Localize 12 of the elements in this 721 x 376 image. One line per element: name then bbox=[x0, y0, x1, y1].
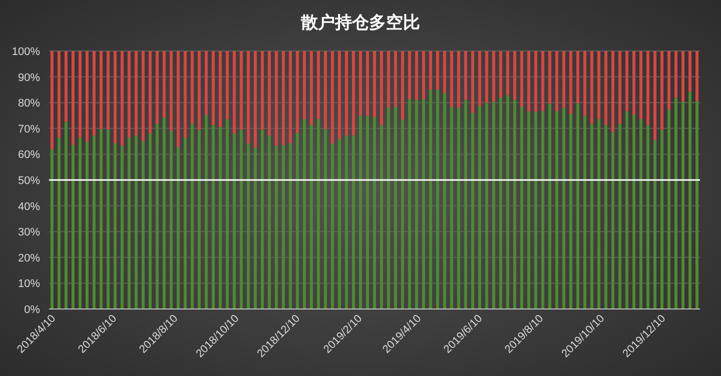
y-tick-label: 0% bbox=[24, 304, 40, 316]
chart-title: 散户持仓多空比 bbox=[300, 13, 420, 32]
y-tick-label: 20% bbox=[18, 252, 40, 264]
y-tick-label: 40% bbox=[18, 200, 40, 213]
y-tick-label: 70% bbox=[18, 123, 40, 136]
y-tick-label: 80% bbox=[18, 98, 40, 110]
y-tick-label: 30% bbox=[18, 226, 40, 239]
y-tick-label: 100% bbox=[12, 46, 40, 58]
y-tick-label: 90% bbox=[18, 72, 40, 84]
y-tick-label: 50% bbox=[18, 175, 40, 187]
y-tick-label: 60% bbox=[18, 149, 40, 162]
y-tick-label: 10% bbox=[18, 278, 40, 290]
